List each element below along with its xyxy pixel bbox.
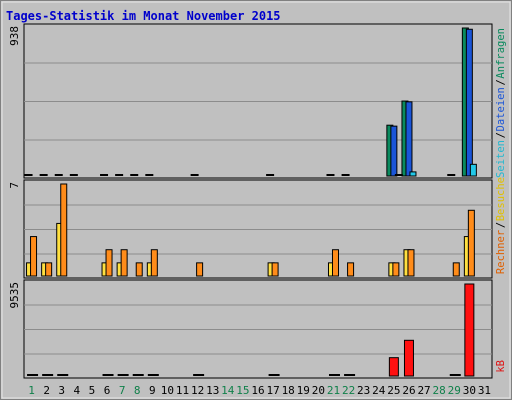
bar-rechner <box>45 262 53 277</box>
x-tick-label: 16 <box>251 384 264 397</box>
x-tick-label: 20 <box>312 384 325 397</box>
chart-panel-bot: 9535 <box>8 279 493 379</box>
bar-rechner <box>105 249 113 277</box>
x-tick-label: 27 <box>417 384 430 397</box>
legend-seiten: Seiten <box>495 140 507 178</box>
bar-anfragen <box>24 174 33 176</box>
bar-rechner <box>271 262 279 277</box>
bar-seiten <box>469 163 477 177</box>
bar-kb <box>42 374 54 376</box>
x-tick-label: 24 <box>372 384 386 397</box>
bar-rechner <box>331 249 339 277</box>
legend-dateien: Dateien <box>495 87 507 131</box>
bar-rechner <box>150 249 158 277</box>
bar-kb <box>27 374 39 376</box>
bar-rechner <box>392 262 400 277</box>
x-tick-label: 4 <box>74 384 81 397</box>
x-tick-label: 2 <box>43 384 50 397</box>
x-tick-label: 6 <box>104 384 111 397</box>
bar-rechner <box>452 262 460 277</box>
x-tick-label: 13 <box>206 384 219 397</box>
bar-anfragen <box>190 174 199 176</box>
bar-rechner <box>120 249 128 277</box>
bar-anfragen <box>145 174 154 176</box>
bar-seiten <box>394 174 403 176</box>
bar-rechner <box>196 262 204 277</box>
x-tick-label: 15 <box>236 384 249 397</box>
y-max-label: 9535 <box>8 282 21 309</box>
x-tick-label: 8 <box>134 384 141 397</box>
bar-anfragen <box>54 174 63 176</box>
x-tick-label: 3 <box>58 384 65 397</box>
bar-kb <box>268 374 280 376</box>
bar-kb <box>464 283 475 377</box>
x-tick-label: 10 <box>161 384 174 397</box>
legend-separator: / <box>495 132 507 138</box>
bar-rechner <box>407 249 415 277</box>
legend-anfragen: Anfragen <box>495 28 507 79</box>
x-tick-label: 12 <box>191 384 204 397</box>
bar-anfragen <box>69 174 78 176</box>
bar-kb <box>403 339 414 377</box>
legend-separator: / <box>495 79 507 85</box>
bar-anfragen <box>130 174 139 176</box>
legend-kb: kB <box>495 360 507 373</box>
x-tick-label: 25 <box>387 384 400 397</box>
bar-kb <box>102 374 114 376</box>
bar-dateien <box>390 125 398 177</box>
bar-anfragen <box>39 174 48 176</box>
x-tick-label: 22 <box>342 384 355 397</box>
bar-kb <box>132 374 144 376</box>
x-tick-label: 30 <box>463 384 476 397</box>
bar-seiten <box>409 171 417 177</box>
bar-rechner <box>347 262 355 277</box>
chart-panel-mid: 7 <box>8 179 493 279</box>
bar-kb <box>388 357 399 377</box>
x-tick-label: 17 <box>266 384 279 397</box>
bar-anfragen <box>100 174 109 176</box>
x-tick-label: 23 <box>357 384 370 397</box>
bar-kb <box>193 374 205 376</box>
x-tick-label: 18 <box>282 384 295 397</box>
x-tick-label: 9 <box>149 384 156 397</box>
chart-panel-top: 938 <box>8 23 493 179</box>
y-max-label: 938 <box>8 26 21 46</box>
bar-anfragen <box>447 174 456 176</box>
x-tick-label: 28 <box>433 384 446 397</box>
bar-rechner <box>30 236 38 277</box>
bar-dateien <box>465 28 473 177</box>
bar-rechner <box>60 183 68 277</box>
bar-anfragen <box>326 174 335 176</box>
legend-separator: / <box>495 222 507 228</box>
y-max-label: 7 <box>8 182 21 189</box>
chart-title: Tages-Statistik im Monat November 2015 <box>6 9 281 23</box>
x-tick-label: 31 <box>478 384 491 397</box>
x-tick-label: 19 <box>297 384 310 397</box>
bar-rechner <box>467 209 475 277</box>
x-tick-label: 26 <box>402 384 415 397</box>
x-tick-label: 7 <box>119 384 126 397</box>
legend-rechner: Rechner <box>495 230 507 274</box>
legend-besuche: Besuche <box>495 177 507 221</box>
x-tick-label: 21 <box>327 384 340 397</box>
bar-kb <box>117 374 129 376</box>
x-tick-label: 29 <box>448 384 461 397</box>
bar-kb <box>57 374 69 376</box>
bar-kb <box>328 374 340 376</box>
bar-kb <box>344 374 356 376</box>
x-tick-label: 14 <box>221 384 235 397</box>
bar-anfragen <box>266 174 275 176</box>
x-tick-label: 5 <box>89 384 96 397</box>
bar-anfragen <box>341 174 350 176</box>
bar-kb <box>449 374 461 376</box>
bar-anfragen <box>115 174 124 176</box>
bar-dateien <box>405 101 413 177</box>
bar-kb <box>147 374 159 376</box>
x-tick-label: 11 <box>176 384 189 397</box>
bar-rechner <box>135 262 143 277</box>
x-tick-label: 1 <box>28 384 35 397</box>
